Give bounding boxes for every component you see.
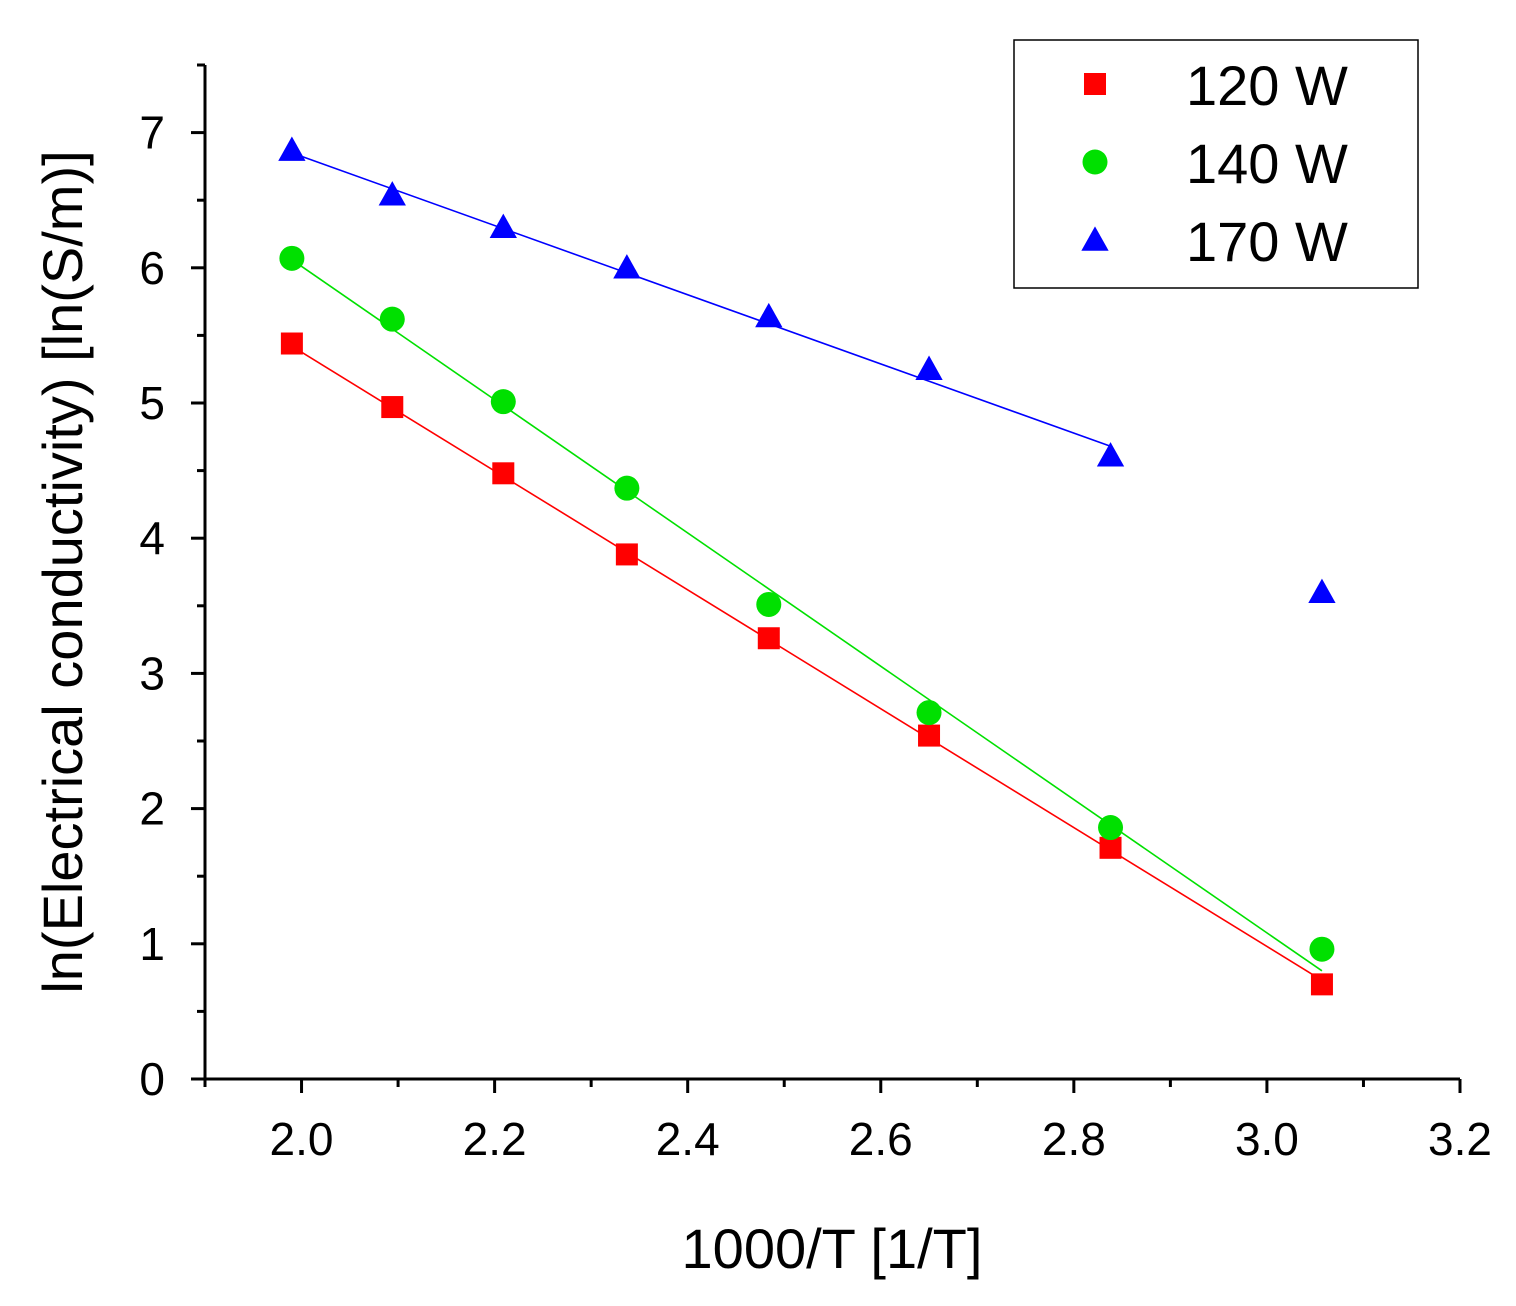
data-point-170-w <box>755 302 783 328</box>
axes: 2.0 2.2 2.4 2.6 2.8 3.0 3.2 0 1 2 3 4 5 6 7 <box>139 63 1492 1165</box>
data-point-140-w <box>1309 936 1335 962</box>
x-tick-label: 2.0 <box>270 1113 334 1165</box>
data-point-170-w <box>1096 442 1125 467</box>
legend: 120 W 140 W 170 W <box>1013 39 1419 289</box>
legend-label-170-w: 170 W <box>1186 210 1348 273</box>
data-point-170-w <box>489 213 517 238</box>
data-point-170-w <box>915 355 943 380</box>
legend-marker-140-w <box>1082 149 1108 175</box>
data-point-140-w <box>279 245 305 271</box>
data-point-120-w <box>615 543 638 566</box>
data-point-140-w <box>490 389 516 415</box>
x-tick-label: 2.4 <box>656 1113 720 1165</box>
legend-label-120-w: 120 W <box>1186 54 1348 117</box>
y-tick-label: 7 <box>139 107 165 159</box>
data-point-170-w <box>613 254 641 279</box>
x-axis-title: 1000/T [1/T] <box>682 1217 983 1280</box>
fit-line-170-w <box>291 152 1111 448</box>
x-tick-label: 2.2 <box>463 1113 527 1165</box>
y-tick-label: 1 <box>139 918 165 970</box>
data-point-170-w <box>278 136 306 161</box>
legend-label-140-w: 140 W <box>1186 132 1348 195</box>
x-tick-label: 3.0 <box>1235 1113 1299 1165</box>
fit-line-140-w <box>291 259 1323 972</box>
legend-marker-170-w <box>1081 226 1109 251</box>
data-markers <box>278 136 1336 996</box>
data-point-120-w <box>918 724 941 747</box>
y-axis-title: ln(Electrical conductivity) [ln(S/m)] <box>31 150 94 993</box>
data-point-120-w <box>1099 836 1122 859</box>
data-point-120-w <box>757 627 780 650</box>
data-point-170-w <box>1308 578 1336 604</box>
fit-line-120-w <box>291 345 1323 981</box>
data-point-120-w <box>492 462 515 485</box>
y-tick-label: 5 <box>139 377 165 429</box>
x-tick-label: 2.6 <box>849 1113 913 1165</box>
y-tick-label: 4 <box>139 512 165 564</box>
y-tick-label: 6 <box>139 242 165 294</box>
data-point-140-w <box>379 306 405 332</box>
legend-marker-120-w <box>1084 73 1106 95</box>
data-point-120-w <box>1310 973 1333 996</box>
y-tick-label: 2 <box>139 783 165 835</box>
data-point-140-w <box>614 475 640 501</box>
data-point-140-w <box>756 591 782 617</box>
x-tick-label: 2.8 <box>1042 1113 1106 1165</box>
data-point-140-w <box>1098 815 1124 841</box>
y-tick-label: 0 <box>139 1053 165 1105</box>
legend-box <box>1013 39 1419 289</box>
x-tick-label: 3.2 <box>1428 1113 1492 1165</box>
y-tick-label: 3 <box>139 647 165 699</box>
data-point-140-w <box>916 700 942 726</box>
fit-lines <box>291 152 1323 981</box>
data-point-120-w <box>280 332 303 355</box>
data-point-170-w <box>378 181 406 206</box>
data-point-120-w <box>381 396 404 419</box>
